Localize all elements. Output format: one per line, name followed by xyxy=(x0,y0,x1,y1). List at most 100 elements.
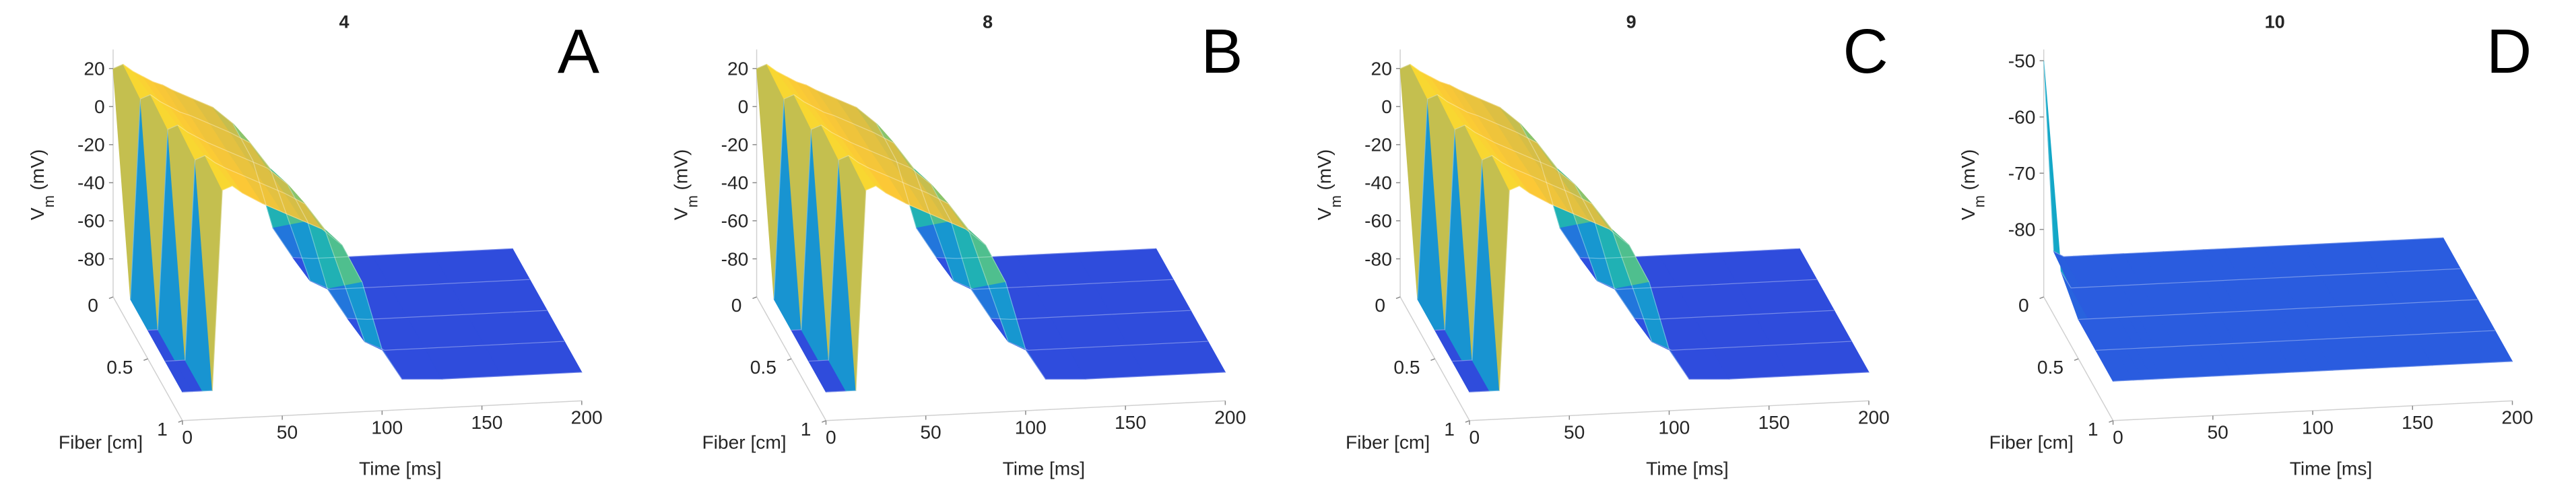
surface-face xyxy=(1771,341,1870,377)
y-tick-label: 0.5 xyxy=(2037,356,2063,378)
y-tick-label: 0.5 xyxy=(1393,356,1420,378)
z-tick-label: -80 xyxy=(2008,219,2036,240)
z-label-symbol: V xyxy=(670,207,692,220)
surface-face xyxy=(1092,279,1191,315)
z-tick-label: -80 xyxy=(77,248,105,269)
panel-label: C xyxy=(1843,16,1888,86)
z-label-unit: (mV) xyxy=(1957,149,1979,191)
x-tick-label: 50 xyxy=(920,421,941,443)
fiber-trace xyxy=(2113,361,2513,382)
surface-face xyxy=(1127,341,1226,377)
z-tick-label: 20 xyxy=(1371,58,1392,79)
fiber-trace xyxy=(791,125,1191,331)
z-tick-label: -70 xyxy=(2008,162,2036,184)
x-tick-label: 100 xyxy=(1015,416,1047,438)
x-tick-label: 150 xyxy=(1115,411,1146,433)
z-tick-label: -80 xyxy=(721,248,749,269)
surface-face xyxy=(2363,237,2462,273)
title: 9 xyxy=(1626,12,1637,32)
surface-face xyxy=(1110,310,1209,346)
y-tick xyxy=(178,420,183,423)
surface-face xyxy=(449,279,548,315)
z-tick-label: 20 xyxy=(84,58,104,79)
surface-face xyxy=(1076,248,1175,284)
z-axis-label: Vm (mV) xyxy=(1957,149,1988,221)
fiber-trace xyxy=(165,155,565,362)
y-tick-label: 1 xyxy=(157,418,168,440)
panel: 0 50 100 150 200 0 0.5 1 -80 -60 -40 -20 0 20 8 B Time [… xyxy=(670,12,1247,479)
fiber-trace xyxy=(756,63,1156,259)
y-tick xyxy=(2074,358,2079,362)
surface-face xyxy=(2379,268,2478,304)
z-tick-label: -60 xyxy=(721,210,749,232)
fiber-trace xyxy=(2043,61,2443,257)
z-tick-label: -50 xyxy=(2008,50,2036,71)
x-tick-label: 150 xyxy=(1758,411,1790,433)
fiber-trace xyxy=(2078,299,2478,320)
y-tick xyxy=(2039,296,2044,300)
z-axis-label: Vm (mV) xyxy=(670,149,701,221)
x-tick-label: 0 xyxy=(1469,426,1480,448)
z-label-symbol: V xyxy=(1957,207,1979,220)
z-axis-label: Vm (mV) xyxy=(1313,149,1344,221)
title: 4 xyxy=(339,12,350,32)
x-tick-label: 50 xyxy=(277,421,298,443)
z-tick-label: -60 xyxy=(77,210,105,232)
panel-label: B xyxy=(1201,16,1243,86)
z-label-subscript: m xyxy=(1327,195,1344,207)
z-label-symbol: V xyxy=(1313,207,1335,220)
x-tick-label: 100 xyxy=(2302,416,2334,438)
z-tick-label: 0 xyxy=(738,96,749,117)
x-tick-label: 150 xyxy=(471,411,502,433)
fiber-trace xyxy=(2060,268,2461,289)
z-tick-label: 20 xyxy=(727,58,748,79)
y-tick-label: 0 xyxy=(88,294,98,316)
panel-label: D xyxy=(2486,16,2532,86)
fiber-trace xyxy=(182,185,582,392)
fiber-trace xyxy=(808,155,1208,362)
z-label-unit: (mV) xyxy=(26,149,48,191)
surface-face xyxy=(2397,299,2496,335)
x-tick-label: 100 xyxy=(1658,416,1690,438)
fiber-trace xyxy=(826,185,1226,392)
y-tick xyxy=(1395,296,1401,300)
z-tick-label: -80 xyxy=(1364,248,1392,269)
fiber-trace xyxy=(2095,330,2495,351)
y-tick-label: 1 xyxy=(1444,418,1455,440)
fiber-trace xyxy=(147,125,548,331)
y-tick-label: 1 xyxy=(801,418,812,440)
y-tick xyxy=(822,420,826,423)
y-tick-label: 0.5 xyxy=(750,356,777,378)
y-tick-label: 0 xyxy=(1375,294,1385,316)
surface-face xyxy=(484,341,583,377)
fiber-trace xyxy=(112,63,513,259)
surface-face xyxy=(1754,310,1853,346)
y-tick xyxy=(1465,420,1470,423)
title: 10 xyxy=(2265,12,2285,32)
y-tick xyxy=(2109,420,2113,423)
z-label-subscript: m xyxy=(1971,195,1987,207)
y-tick xyxy=(143,358,148,362)
x-tick-label: 50 xyxy=(2208,421,2228,443)
z-tick-label: -20 xyxy=(721,134,749,156)
x-axis-label: Time [ms] xyxy=(2290,458,2373,479)
x-tick-label: 200 xyxy=(1858,407,1890,428)
z-tick-label: -20 xyxy=(1364,134,1392,156)
x-tick-label: 150 xyxy=(2402,411,2433,433)
y-axis-label: Fiber [cm] xyxy=(59,431,143,452)
z-tick-label: -20 xyxy=(77,134,105,156)
surface-face xyxy=(466,310,565,346)
panel: 0 50 100 150 200 0 0.5 1 -80 -70 -60 -50 10 D Time [ms… xyxy=(1957,12,2534,479)
x-tick-label: 0 xyxy=(826,426,836,448)
z-tick-label: -60 xyxy=(1364,210,1392,232)
y-tick-label: 1 xyxy=(2088,418,2099,440)
z-tick-label: -40 xyxy=(721,172,749,193)
fiber-trace xyxy=(1417,94,1817,300)
z-tick-label: 0 xyxy=(1381,96,1392,117)
x-axis-label: Time [ms] xyxy=(1646,458,1729,479)
x-axis-label: Time [ms] xyxy=(359,458,442,479)
x-axis-label: Time [ms] xyxy=(1003,458,1086,479)
z-label-unit: (mV) xyxy=(670,149,692,191)
x-tick-label: 200 xyxy=(2501,407,2533,428)
z-label-subscript: m xyxy=(684,195,700,207)
